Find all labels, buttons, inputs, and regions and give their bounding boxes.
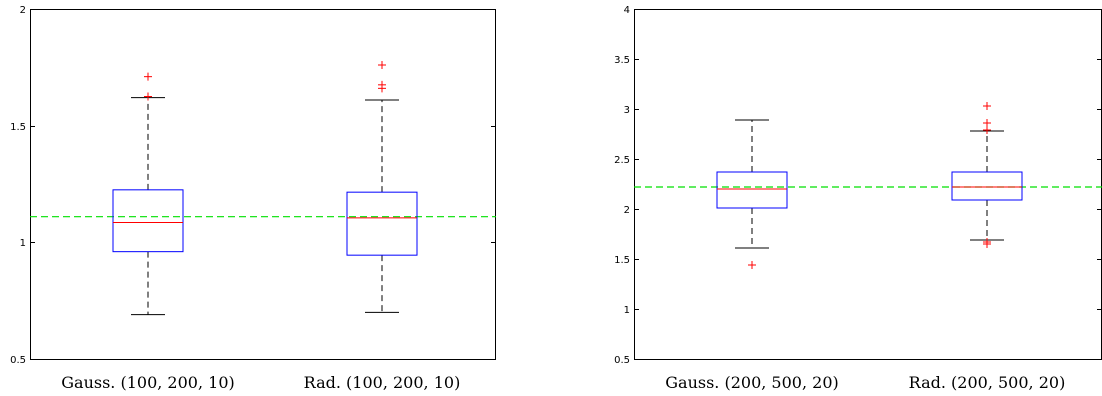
y-tick-label: 4 xyxy=(624,5,630,16)
outlier-marker xyxy=(983,238,991,246)
box-plot-left: 0.5 1 1.5 2 Gauss. (100, 200, 10) Rad. (100, … xyxy=(10,5,496,392)
outlier-marker xyxy=(144,92,152,101)
y-tick-label: 2 xyxy=(624,205,630,216)
box-group xyxy=(716,119,788,269)
outlier-marker xyxy=(983,119,991,127)
box-plot-right: 0.5 1 1.5 2 2.5 3 3.5 4 Gauss. (200, 500, 20) Rad… xyxy=(614,5,1102,392)
box-iqr xyxy=(951,171,1023,201)
y-tick-label: 3 xyxy=(624,105,630,116)
outlier-marker xyxy=(378,80,386,89)
box-group xyxy=(346,61,418,313)
y-tick-label: 0.5 xyxy=(614,355,630,366)
box-group xyxy=(112,72,184,316)
outlier-marker xyxy=(983,102,991,110)
outlier-marker xyxy=(378,61,386,69)
y-tick-label: 3.5 xyxy=(614,55,630,66)
outlier-marker xyxy=(748,261,756,269)
y-tick-label: 1.5 xyxy=(614,255,630,266)
box-iqr xyxy=(112,189,184,253)
plot-frame xyxy=(30,9,496,360)
y-tick-label: 0.5 xyxy=(10,355,26,366)
category-label: Rad. (100, 200, 10) xyxy=(304,373,461,392)
box-iqr xyxy=(716,171,788,209)
y-tick-label: 1 xyxy=(624,305,630,316)
y-tick-label: 2.5 xyxy=(614,155,630,166)
outlier-marker xyxy=(144,72,152,81)
category-label: Gauss. (200, 500, 20) xyxy=(665,373,838,392)
outlier-marker xyxy=(983,126,991,134)
y-tick-label: 1.5 xyxy=(10,122,26,133)
plot-frame xyxy=(634,9,1102,360)
box-iqr xyxy=(346,191,418,256)
y-tick-label: 1 xyxy=(20,238,26,249)
box-group xyxy=(951,102,1023,248)
y-tick-label: 2 xyxy=(20,5,26,16)
category-label: Gauss. (100, 200, 10) xyxy=(61,373,234,392)
category-label: Rad. (200, 500, 20) xyxy=(909,373,1066,392)
